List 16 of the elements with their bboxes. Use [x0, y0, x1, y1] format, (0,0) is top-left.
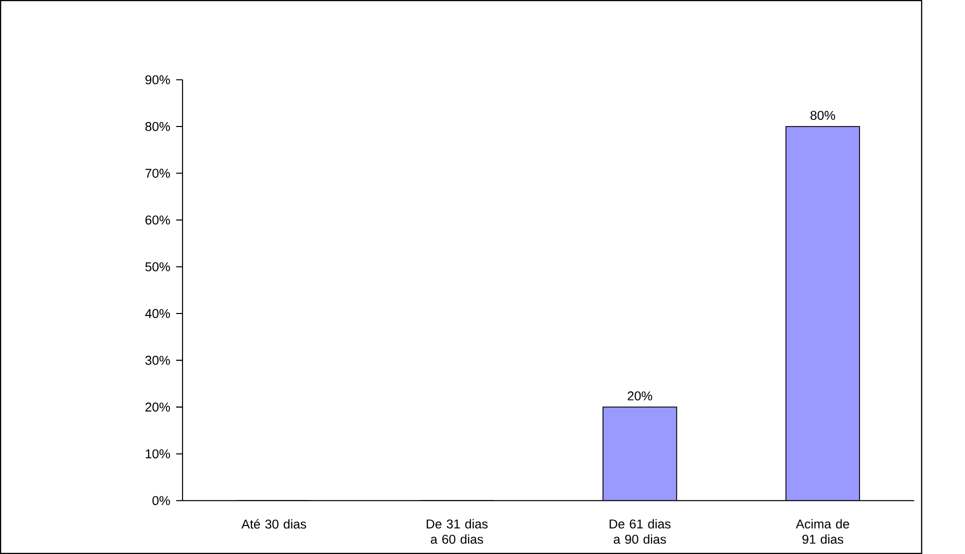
data-label: 80%	[810, 110, 836, 120]
x-tick-label: Acima de 91 dias	[796, 519, 850, 544]
y-tick-label: 80%	[145, 122, 170, 132]
y-tick-label: 70%	[146, 168, 170, 178]
y-tick-label: 90%	[145, 75, 170, 84]
x-tick-label: Até 30 dias	[241, 519, 306, 529]
x-tick-label: De 31 dias a 60 dias	[426, 519, 488, 544]
y-tick-label: 20%	[145, 402, 170, 412]
x-tick-label: De 61 dias a 90 dias	[610, 519, 671, 544]
y-tick-label: 10%	[146, 449, 170, 458]
y-tick-label: 60%	[145, 216, 170, 225]
data-label: 20%	[628, 391, 652, 400]
y-tick-label: 40%	[145, 309, 170, 318]
y-tick-label: 0%	[152, 496, 170, 506]
y-tick-label: 50%	[145, 262, 170, 272]
y-tick-label: 30%	[145, 356, 170, 365]
